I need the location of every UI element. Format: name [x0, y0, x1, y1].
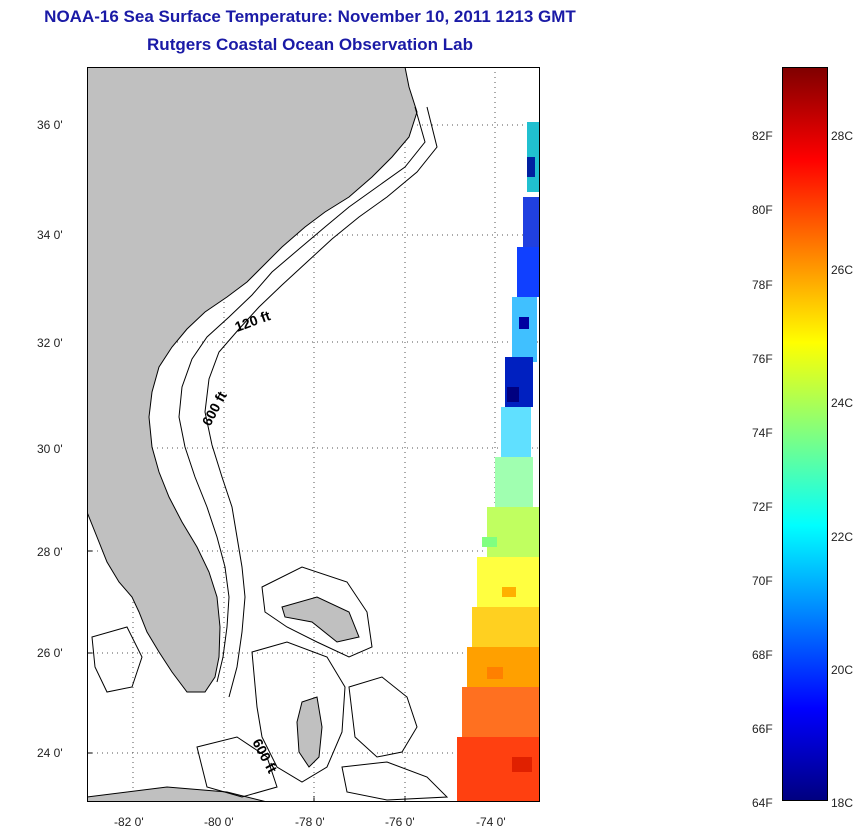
colorbar-label-18c: 18C [831, 796, 854, 810]
colorbar-label-28c: 28C [831, 129, 854, 143]
contour-600ft [204, 106, 438, 698]
lon-tick-74: -74 0' [476, 815, 506, 829]
lon-tick-82: -82 0' [114, 815, 144, 829]
colorbar-label-26c: 26C [831, 263, 854, 277]
colorbar-label-20c: 20C [831, 663, 854, 677]
lat-tick-26: 26 0' [37, 646, 63, 660]
sst-data-swath [457, 122, 539, 802]
colorbar-label-72f: 72F [752, 500, 773, 514]
colorbar-label-24c: 24C [831, 396, 854, 410]
map-title: NOAA-16 Sea Surface Temperature: Novembe… [44, 7, 576, 26]
colorbar-label-64f: 64F [752, 796, 773, 810]
contour-label-600ft-south: 600 ft [249, 736, 280, 776]
contour-120ft [178, 106, 426, 683]
us-east-coast-land [87, 67, 418, 693]
grand-bahama [281, 596, 360, 643]
map-frame [87, 67, 540, 802]
colorbar-label-78f: 78F [752, 278, 773, 292]
temperature-colorbar [782, 67, 828, 801]
colorbar-label-66f: 66F [752, 722, 773, 736]
colorbar-label-80f: 80F [752, 203, 773, 217]
lat-tick-28: 28 0' [37, 545, 63, 559]
lat-tick-32: 32 0' [37, 336, 63, 350]
contour-label-120ft: 120 ft [233, 307, 273, 335]
colorbar-label-76f: 76F [752, 352, 773, 366]
colorbar-label-70f: 70F [752, 574, 773, 588]
lon-tick-78: -78 0' [295, 815, 325, 829]
lon-tick-76: -76 0' [385, 815, 415, 829]
andros-island [296, 696, 323, 768]
colorbar-label-68f: 68F [752, 648, 773, 662]
contour-label-600ft-north: 600 ft [199, 388, 230, 428]
map-subtitle: Rutgers Coastal Ocean Observation Lab [147, 35, 473, 54]
land [87, 67, 418, 802]
lat-tick-24: 24 0' [37, 746, 63, 760]
lon-tick-80: -80 0' [204, 815, 234, 829]
southern-land-strip [87, 786, 268, 802]
depth-contours [91, 106, 449, 801]
colorbar-label-82f: 82F [752, 129, 773, 143]
lat-tick-34: 34 0' [37, 228, 63, 242]
sst-map: 120 ft 600 ft 600 ft [87, 67, 540, 802]
lat-tick-36: 36 0' [37, 118, 63, 132]
colorbar-label-22c: 22C [831, 530, 854, 544]
colorbar-label-74f: 74F [752, 426, 773, 440]
lat-tick-30: 30 0' [37, 442, 63, 456]
